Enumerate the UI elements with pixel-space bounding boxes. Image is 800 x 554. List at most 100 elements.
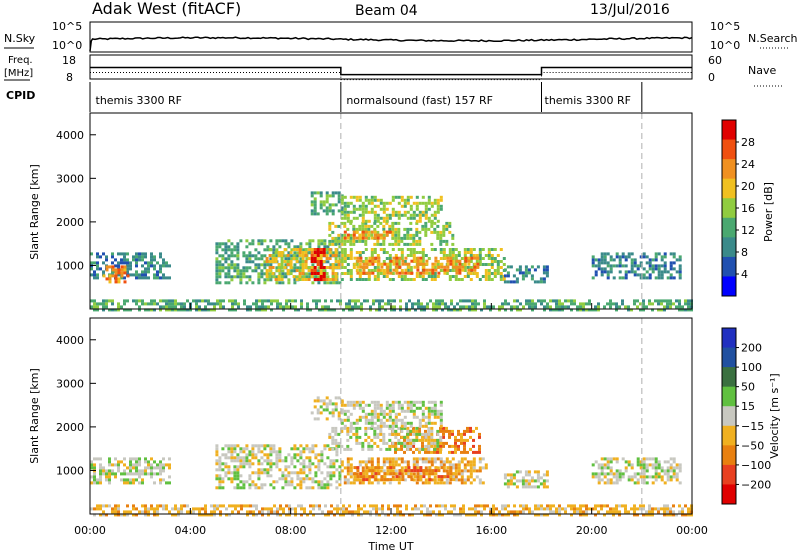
heat-cell xyxy=(295,269,299,272)
heat-cell xyxy=(404,256,408,260)
heat-cell xyxy=(174,507,177,511)
heat-cell xyxy=(123,258,126,262)
heat-cell xyxy=(308,245,312,249)
heat-cell xyxy=(269,462,273,466)
heat-cell xyxy=(326,471,330,475)
heat-cell xyxy=(444,305,447,309)
heat-cell xyxy=(358,435,362,439)
heat-cell xyxy=(329,474,333,478)
heat-cell xyxy=(374,478,378,482)
heat-cell xyxy=(251,471,255,475)
heat-cell xyxy=(213,302,216,306)
heat-cell xyxy=(487,254,491,257)
heat-cell xyxy=(251,242,255,246)
heat-cell xyxy=(382,227,386,231)
heat-cell xyxy=(314,275,318,279)
heat-cell xyxy=(404,466,408,470)
heat-cell xyxy=(475,275,479,278)
heat-cell xyxy=(660,264,664,268)
heat-cell xyxy=(597,261,601,265)
heat-cell xyxy=(440,466,444,470)
heat-cell xyxy=(439,239,443,243)
heat-cell xyxy=(654,299,657,303)
heat-cell xyxy=(436,230,440,234)
heat-cell xyxy=(475,450,478,454)
heat-cell xyxy=(320,471,324,475)
heat-cell xyxy=(471,302,474,306)
heat-cell xyxy=(337,263,341,266)
heat-cell xyxy=(248,459,252,463)
heat-cell xyxy=(293,269,297,273)
heat-cell xyxy=(400,444,403,448)
heat-cell xyxy=(171,507,174,511)
heat-cell xyxy=(111,510,114,514)
heat-cell xyxy=(391,210,395,214)
heat-cell xyxy=(457,466,461,470)
heat-cell xyxy=(490,257,494,260)
heat-cell xyxy=(388,263,392,266)
heat-cell xyxy=(375,504,378,508)
heat-cell xyxy=(594,305,597,309)
heat-cell xyxy=(319,203,323,207)
heat-cell xyxy=(272,486,276,490)
heat-cell xyxy=(340,408,344,412)
heat-cell xyxy=(600,463,604,467)
heat-cell xyxy=(409,438,413,442)
heat-cell xyxy=(439,412,443,416)
heat-cell xyxy=(536,473,540,477)
heat-cell xyxy=(463,266,467,269)
heat-cell xyxy=(272,251,276,255)
heat-cell xyxy=(373,269,377,272)
heat-cell xyxy=(657,270,661,274)
heat-cell xyxy=(165,481,168,485)
power-heatmap xyxy=(90,113,693,312)
heat-cell xyxy=(218,245,222,249)
heat-cell xyxy=(376,481,380,485)
heat-cell xyxy=(387,504,390,508)
heat-cell xyxy=(150,457,153,461)
heat-cell xyxy=(531,510,534,514)
heat-cell xyxy=(310,269,314,272)
heat-cell xyxy=(528,510,531,514)
heat-cell xyxy=(424,201,428,205)
heat-cell xyxy=(239,459,243,463)
heat-cell xyxy=(328,432,332,436)
heat-cell xyxy=(600,457,604,461)
heat-cell xyxy=(639,302,642,306)
heat-cell xyxy=(394,460,398,464)
heat-cell xyxy=(367,457,371,461)
heat-cell xyxy=(144,302,147,306)
heat-cell xyxy=(418,432,422,436)
heat-cell xyxy=(591,475,595,479)
heat-cell xyxy=(300,305,303,309)
heat-cell xyxy=(90,475,93,479)
date-title: 13/Jul/2016 xyxy=(590,2,670,18)
heat-cell xyxy=(291,507,294,511)
heat-cell xyxy=(162,273,165,277)
heat-cell xyxy=(365,265,369,269)
heat-cell xyxy=(346,233,350,237)
heat-cell xyxy=(325,191,329,195)
heat-cell xyxy=(102,302,105,306)
heat-cell xyxy=(427,219,431,223)
heat-cell xyxy=(645,510,648,514)
heat-cell xyxy=(230,242,234,246)
heat-cell xyxy=(264,299,267,303)
heat-cell xyxy=(370,481,374,485)
heat-cell xyxy=(480,513,483,517)
heat-cell xyxy=(248,474,252,478)
heat-cell xyxy=(412,450,415,454)
heat-cell xyxy=(466,251,470,254)
heat-cell xyxy=(334,405,338,409)
heat-cell xyxy=(545,265,549,269)
heat-cell xyxy=(394,472,398,476)
heat-cell xyxy=(313,272,317,275)
heat-cell xyxy=(393,504,396,508)
heat-cell xyxy=(490,248,494,251)
heat-cell xyxy=(376,460,380,464)
heat-cell xyxy=(279,302,282,306)
heat-cell xyxy=(257,272,261,276)
heat-cell xyxy=(651,510,654,514)
heat-cell xyxy=(376,463,380,467)
heat-cell xyxy=(406,236,410,240)
